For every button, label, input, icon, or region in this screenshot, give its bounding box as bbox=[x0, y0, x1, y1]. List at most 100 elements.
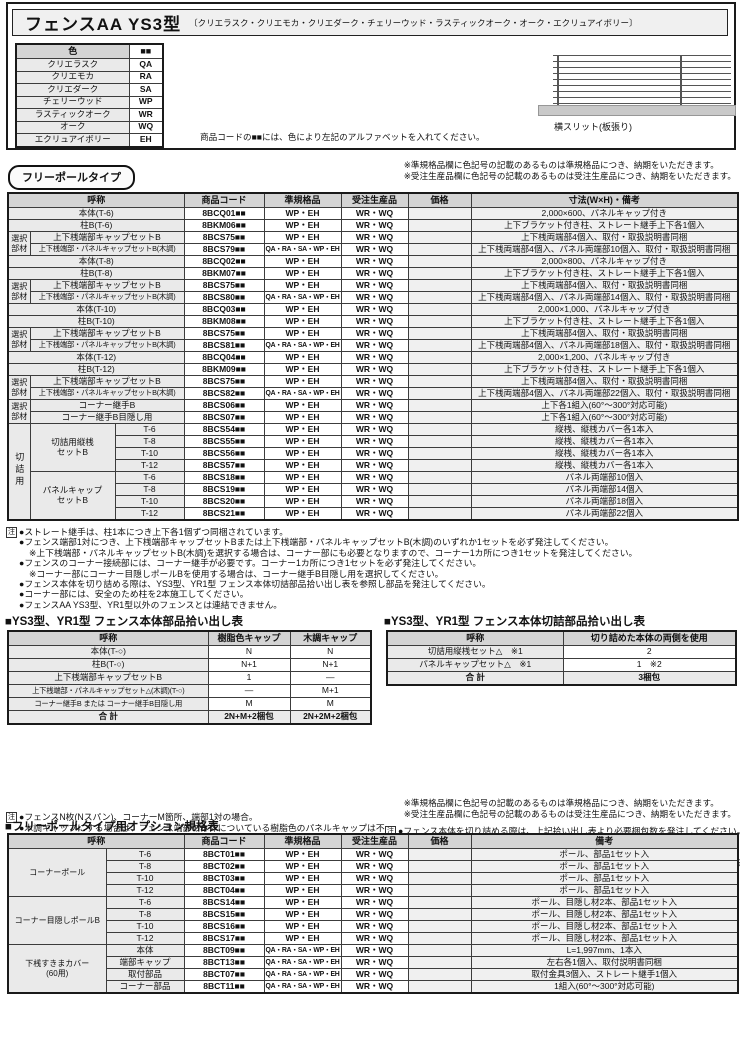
product-code-cell: 8BCT09■■ bbox=[183, 944, 265, 957]
product-code-cell: 8BCS54■■ bbox=[183, 423, 265, 436]
made-to-order-cell: WR・WQ bbox=[340, 848, 409, 861]
semi-standard-cell: WP・EH bbox=[263, 351, 342, 364]
table-row: 柱B(T-10) 8BKM08■■ WP・EH WR・WQ 上下ブラケット付き柱、ストレ… bbox=[7, 315, 739, 328]
remark-cell: 上下桟両端部4個入、パネル両端部14個入、取付・取扱説明書同梱 bbox=[470, 291, 739, 304]
price-cell bbox=[407, 303, 472, 316]
made-to-order-cell: WR・WQ bbox=[340, 291, 409, 304]
column-header: 色 bbox=[15, 43, 130, 59]
made-to-order-cell: WR・WQ bbox=[340, 483, 409, 496]
item-name-cell: T-10 bbox=[105, 872, 185, 885]
product-code-cell: 8BCQ03■■ bbox=[183, 303, 265, 316]
note-line: ●フェンスAA YS3型、YR1型以外のフェンスとは連結できません。 bbox=[19, 599, 283, 610]
item-name-cell: 上下桟端部キャップセットB bbox=[29, 231, 185, 244]
made-to-order-cell: WR・WQ bbox=[340, 267, 409, 280]
table-row: クリエダーク SA bbox=[15, 83, 164, 97]
made-to-order-cell: WR・WQ bbox=[340, 944, 409, 957]
product-code-cell: 8BCS19■■ bbox=[183, 483, 265, 496]
made-to-order-cell: WR・WQ bbox=[340, 315, 409, 328]
column-header: 呼称 bbox=[7, 192, 185, 208]
item-name-cell: 上下桟端部・パネルキャップセットB(木調) bbox=[29, 243, 185, 256]
semi-standard-cell: WP・EH bbox=[263, 219, 342, 232]
made-to-order-cell: WR・WQ bbox=[340, 243, 409, 256]
page-title: フェンスAA YS3型 bbox=[25, 15, 182, 34]
color-name-cell: オーク bbox=[15, 120, 130, 134]
column-header: 受注生産品 bbox=[340, 833, 409, 849]
color-code-cell: RA bbox=[128, 70, 164, 84]
product-code-cell: 8BCS55■■ bbox=[183, 435, 265, 448]
product-code-cell: 8BCS20■■ bbox=[183, 495, 265, 508]
price-cell bbox=[407, 980, 472, 994]
price-cell bbox=[407, 399, 472, 412]
table-row: 柱B(T-8) 8BKM07■■ WP・EH WR・WQ 上下ブラケット付き柱、ストレー… bbox=[7, 267, 739, 280]
semi-standard-cell: WP・EH bbox=[263, 483, 342, 496]
fence-diagram: 横スリット(板張り) bbox=[538, 50, 736, 140]
column-header: 商品コード bbox=[183, 833, 265, 849]
price-cell bbox=[407, 495, 472, 508]
table-row: 上下桟端部・パネルキャップセットB(木調) 8BCS80■■ QA・RA・SA・WP… bbox=[8, 291, 739, 304]
value-cell: ― bbox=[207, 684, 291, 698]
table-row: T-10 8BCS56■■ WP・EH WR・WQ 縦桟、縦桟カバー各1本入 bbox=[8, 447, 739, 460]
item-name-cell: 端部キャップ bbox=[105, 956, 185, 969]
semi-standard-cell: WP・EH bbox=[263, 495, 342, 508]
price-cell bbox=[407, 884, 472, 897]
row-group-label: 選択 部材 bbox=[7, 231, 31, 256]
item-name-cell: 柱B(T-○) bbox=[7, 658, 209, 672]
item-name-cell: コーナー部品 bbox=[105, 980, 185, 994]
pickup_cut-table: 呼称 切り詰めた本体の両側を使用 切詰用縦桟セット△ ※1 2 パネルキャップセット△ … bbox=[386, 630, 737, 686]
price-cell bbox=[407, 279, 472, 292]
header-row: 呼称 商品コード 準規格品 受注生産品 価格 備考 bbox=[7, 833, 739, 849]
table-row: クリエラスク QA bbox=[15, 58, 164, 72]
table-row: 上下桟端部・パネルキャップセット△(木調)(T-○) ― M+1 bbox=[7, 684, 372, 698]
semi-standard-cell: WP・EH bbox=[263, 435, 342, 448]
table-row: オーク WQ bbox=[15, 120, 164, 134]
made-to-order-cell: WR・WQ bbox=[340, 279, 409, 292]
pickup-parts-title: ■YS3型、YR1型 フェンス本体部品拾い出し表 bbox=[5, 616, 244, 628]
product-code-cell: 8BCQ02■■ bbox=[183, 255, 265, 268]
product-code-cell: 8BCS56■■ bbox=[183, 447, 265, 460]
price-cell bbox=[407, 920, 472, 933]
table-row: コーナーポール T-6 8BCT01■■ WP・EH WR・WQ ポール、部品1セット入 bbox=[7, 848, 739, 897]
remark-cell: ポール、部品1セット入 bbox=[470, 884, 739, 897]
total-label-cell: 合 計 bbox=[386, 671, 564, 686]
table-row: T-12 8BCS57■■ WP・EH WR・WQ 縦桟、縦桟カバー各1本入 bbox=[8, 459, 739, 472]
color-code-cell: EH bbox=[128, 133, 164, 147]
table-row: 柱B(T-12) 8BKM09■■ WP・EH WR・WQ 上下ブラケット付き柱、ストレ… bbox=[7, 363, 739, 376]
remark-cell: 縦桟、縦桟カバー各1本入 bbox=[470, 459, 739, 472]
remark-cell: 上下桟両端部4個入、取付・取扱説明書同梱 bbox=[470, 375, 739, 388]
table-row: 本体(T-6) 8BCQ01■■ WP・EH WR・WQ 2,000×600、パネルキャ… bbox=[7, 207, 739, 220]
item-name-cell: 柱B(T-12) bbox=[7, 363, 185, 376]
row-subgroup-label: 切詰用縦桟 セットB bbox=[29, 423, 116, 472]
item-name-cell: コーナー継手B または コーナー継手B目隠し用 bbox=[7, 697, 209, 711]
remark-cell: 2,000×800、パネルキャップ付き bbox=[470, 255, 739, 268]
note-line: ●フェンス端部1対につき、上下桟端部キャップセットBまたは上下桟端部・パネルキャ… bbox=[19, 537, 614, 548]
row-subgroup-label: パネルキャップ セットB bbox=[29, 471, 116, 521]
semi-standard-cell: QA・RA・SA・WP・EH bbox=[263, 339, 342, 352]
table-row: コーナー継手B または コーナー継手B目隠し用 M M bbox=[7, 697, 372, 711]
remark-cell: 2,000×600、パネルキャップ付き bbox=[470, 207, 739, 220]
row-group-label-text: 切詰用 bbox=[14, 452, 25, 489]
remark-cell: 2,000×1,200、パネルキャップ付き bbox=[470, 351, 739, 364]
semi-standard-cell: WP・EH bbox=[263, 860, 342, 873]
price-cell bbox=[407, 351, 472, 364]
made-to-order-cell: WR・WQ bbox=[340, 255, 409, 268]
remark-cell: 上下桟両端部4個入、パネル両端部18個入、取付・取扱説明書同梱 bbox=[470, 339, 739, 352]
made-to-order-cell: WR・WQ bbox=[340, 435, 409, 448]
table-row: 選択 部材 上下桟端部キャップセットB 8BCS75■■ WP・EH WR・WQ 上下桟両… bbox=[7, 279, 739, 304]
column-header: ■■ bbox=[128, 43, 164, 59]
made-to-order-cell: WR・WQ bbox=[340, 207, 409, 220]
semi-standard-cell: WP・EH bbox=[263, 423, 342, 436]
table-row: T-8 8BCS19■■ WP・EH WR・WQ パネル両端部14個入 bbox=[8, 483, 739, 496]
item-name-cell: 取付部品 bbox=[105, 968, 185, 981]
product-code-cell: 8BCS75■■ bbox=[183, 231, 265, 244]
product-code-cell: 8BCS17■■ bbox=[183, 932, 265, 945]
price-cell bbox=[407, 363, 472, 376]
option-spec-table: 呼称 商品コード 準規格品 受注生産品 価格 備考 コーナーポール T-6 8BCT01■■ WP… bbox=[7, 833, 739, 994]
row-group-label: 選択 部材 bbox=[7, 399, 31, 424]
value-cell: 1 bbox=[207, 671, 291, 685]
price-cell bbox=[407, 423, 472, 436]
remark-cell: 上下桟両端部4個入、取付・取扱説明書同梱 bbox=[470, 231, 739, 244]
price-cell bbox=[407, 459, 472, 472]
note-line: ※コーナー部にコーナー目隠しポールBを使用する場合は、コーナー継手B目隠し用を選… bbox=[29, 568, 444, 579]
color-code-cell: QA bbox=[128, 58, 164, 72]
color-name-cell: エクリュアイボリー bbox=[15, 133, 130, 147]
